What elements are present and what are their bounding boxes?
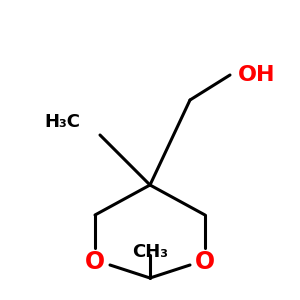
Text: OH: OH — [238, 65, 275, 85]
Text: O: O — [195, 250, 215, 274]
Text: CH₃: CH₃ — [132, 243, 168, 261]
Text: O: O — [85, 250, 105, 274]
Text: H₃C: H₃C — [44, 113, 80, 131]
